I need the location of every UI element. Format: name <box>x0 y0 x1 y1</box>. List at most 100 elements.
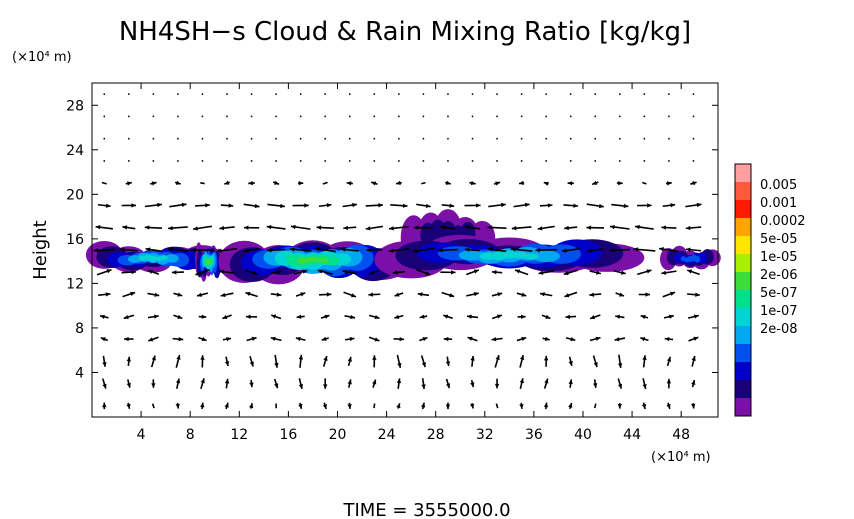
wind-vector <box>342 202 358 208</box>
wind-vector-head <box>647 203 652 208</box>
wind-vector <box>267 203 285 209</box>
y-tick-label: 16 <box>66 232 84 248</box>
wind-vector <box>167 247 189 252</box>
wind-vector-shaft <box>642 181 647 185</box>
wind-vector <box>322 355 328 367</box>
wind-vector <box>317 269 333 276</box>
wind-vector <box>298 378 304 390</box>
wind-vector <box>470 355 475 367</box>
wind-vector-head <box>620 270 626 275</box>
wind-vector <box>340 247 359 252</box>
wind-vector <box>314 246 336 253</box>
wind-vector-head <box>266 248 272 253</box>
wind-vector-head <box>464 225 470 230</box>
wind-vector-head <box>425 271 431 276</box>
wind-vector-head <box>617 404 622 409</box>
wind-vector <box>445 402 451 410</box>
wind-vector <box>494 378 500 389</box>
wind-vector <box>637 203 652 208</box>
wind-vector-head <box>365 226 371 231</box>
wind-vector <box>266 224 286 230</box>
wind-vector-head <box>659 247 664 252</box>
wind-vector-head <box>635 224 640 230</box>
wind-vector <box>615 292 625 297</box>
wind-vector <box>175 354 181 368</box>
wind-vector-head <box>617 363 623 368</box>
wind-vector <box>295 292 306 297</box>
wind-vector <box>274 354 279 368</box>
colorbar-swatch <box>735 164 751 183</box>
wind-vector-head <box>464 247 470 252</box>
wind-vector-head <box>568 361 573 366</box>
wind-vector <box>174 180 181 185</box>
wind-vector <box>661 225 677 230</box>
wind-vector <box>535 247 557 253</box>
wind-vector-shaft <box>151 403 155 409</box>
y-tick-label: 8 <box>75 321 84 337</box>
wind-vector <box>119 247 138 252</box>
wind-vector-head <box>399 336 405 342</box>
colorbar-label: 1e-07 <box>760 304 798 319</box>
wind-vector-head <box>473 269 479 274</box>
wind-vector <box>568 379 573 388</box>
wind-vector-head <box>487 247 493 252</box>
wind-vector <box>222 314 232 320</box>
wind-vector <box>270 336 282 342</box>
wind-vector-head <box>201 336 207 342</box>
wind-vector-head <box>425 203 431 209</box>
wind-vector <box>388 225 409 231</box>
wind-vector-head <box>316 225 322 230</box>
wind-vector <box>224 402 229 410</box>
wind-vector-head <box>449 293 455 298</box>
wind-vector-head <box>178 336 184 342</box>
wind-vector-head <box>270 336 276 341</box>
wind-vector <box>565 337 576 342</box>
y-tick-label: 28 <box>66 98 84 114</box>
wind-vector-head <box>130 291 136 296</box>
wind-vector <box>124 336 134 342</box>
wind-vector <box>616 180 623 186</box>
wind-vector-head <box>590 315 596 320</box>
wind-vector-head <box>496 314 502 319</box>
wind-vector-head <box>642 355 647 361</box>
wind-vector <box>322 402 327 410</box>
wind-vector <box>413 225 433 230</box>
wind-vector-head <box>521 292 527 297</box>
wind-vector <box>443 336 453 342</box>
wind-vector <box>121 269 137 275</box>
wind-vector <box>347 402 352 409</box>
wind-vector <box>586 203 604 209</box>
wind-vector <box>316 225 334 230</box>
wind-vector <box>641 402 647 410</box>
wind-vector-head <box>470 355 475 361</box>
wind-vector <box>416 203 431 209</box>
cloud-contour-blob <box>694 255 701 263</box>
wind-vector-head <box>175 403 180 409</box>
wind-vector-head <box>614 337 620 342</box>
cloud-contour-blob <box>164 254 179 263</box>
wind-vector-head <box>568 402 573 408</box>
wind-vector <box>537 225 555 231</box>
wind-vector-head <box>222 314 228 319</box>
wind-vector-head <box>147 269 153 274</box>
wind-vector-head <box>595 270 601 275</box>
wind-vector-head <box>245 291 251 297</box>
wind-vector-head <box>148 337 154 342</box>
cloud-contour-blob <box>697 251 707 264</box>
wind-vector <box>393 336 405 342</box>
wind-vector <box>510 247 533 252</box>
wind-vector <box>96 268 112 276</box>
wind-vector-shaft <box>495 403 499 409</box>
wind-vector <box>539 203 553 208</box>
wind-vector-head <box>691 380 696 385</box>
wind-vector-head <box>593 383 598 388</box>
wind-vector <box>266 248 286 253</box>
wind-vector <box>219 225 235 231</box>
wind-vector <box>244 269 259 276</box>
wind-vector-head <box>248 180 253 186</box>
wind-vector-head <box>685 225 691 231</box>
wind-vector <box>519 378 524 390</box>
wind-vector-head <box>352 202 357 208</box>
wind-vector <box>634 224 654 230</box>
wind-vector-head <box>374 337 380 342</box>
